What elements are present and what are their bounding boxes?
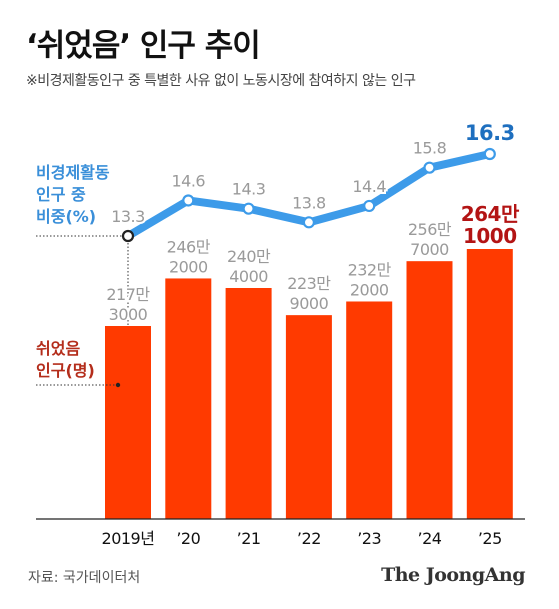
bars-layer bbox=[105, 249, 513, 519]
bar-3 bbox=[285, 315, 332, 519]
chart-subtitle: ※비경제활동인구 중 특별한 사유 없이 노동시장에 참여하지 않는 인구 bbox=[26, 73, 416, 89]
line-point-0 bbox=[121, 229, 135, 243]
publisher-logo: The JoongAng bbox=[381, 564, 525, 586]
bar-value-label-6-1: 1000 bbox=[463, 224, 517, 248]
line-point-5 bbox=[423, 161, 436, 174]
x-tick-label-3: ’22 bbox=[297, 529, 321, 548]
bar-legend-label-2: 인구(명) bbox=[36, 361, 95, 380]
bar-value-label-3-0: 223만 bbox=[287, 274, 331, 293]
line-point-3 bbox=[302, 216, 315, 229]
line-value-label-2: 14.3 bbox=[232, 180, 266, 199]
line-value-label-5: 15.8 bbox=[413, 139, 447, 158]
bar-value-label-5-0: 256만 bbox=[408, 220, 452, 239]
bar-5 bbox=[406, 261, 453, 519]
bar-value-label-4-1: 2000 bbox=[350, 280, 389, 299]
source-note: 자료: 국가데이터처 bbox=[28, 570, 141, 586]
line-value-label-4: 14.4 bbox=[352, 177, 386, 196]
line-value-label-1: 14.6 bbox=[171, 171, 205, 190]
chart-title: ‘쉬었음’ 인구 추이 bbox=[26, 28, 261, 64]
line-value-label-0: 13.3 bbox=[111, 207, 145, 226]
line-legend-label-2: 인구 중 bbox=[36, 185, 86, 204]
bar-legend-dot bbox=[115, 382, 121, 388]
x-tick-label-6: ’25 bbox=[478, 529, 502, 548]
bar-value-label-6-0: 264만 bbox=[461, 202, 520, 226]
bar-value-label-1-1: 2000 bbox=[169, 257, 208, 276]
line-layer bbox=[121, 147, 496, 243]
bar-1 bbox=[165, 278, 212, 519]
bar-value-label-3-1: 9000 bbox=[290, 294, 329, 313]
line-point-2 bbox=[242, 202, 255, 215]
bar-value-label-0-1: 3000 bbox=[109, 305, 148, 324]
x-tick-label-0: 2019년 bbox=[102, 529, 155, 548]
bar-4 bbox=[346, 301, 393, 519]
bar-2 bbox=[225, 287, 272, 519]
x-tick-label-4: ’23 bbox=[357, 529, 381, 548]
x-tick-labels: 2019년 ’20 ’21 ’22 ’23 ’24 ’25 bbox=[102, 529, 503, 548]
legend-guides bbox=[36, 235, 129, 388]
x-tick-label-2: ’21 bbox=[237, 529, 261, 548]
line-value-label-3: 13.8 bbox=[292, 193, 326, 212]
bar-6 bbox=[466, 249, 513, 519]
line-point-6 bbox=[483, 147, 496, 161]
bar-value-label-2-1: 4000 bbox=[229, 267, 268, 286]
line-point-4 bbox=[363, 199, 376, 213]
x-tick-label-1: ’20 bbox=[176, 529, 200, 548]
bar-value-label-2-0: 240만 bbox=[227, 247, 271, 266]
bar-value-label-1-0: 246만 bbox=[167, 237, 211, 256]
line-value-label-6: 16.3 bbox=[465, 121, 515, 145]
line-point-1 bbox=[182, 194, 195, 207]
bar-value-label-0-0: 217만 bbox=[106, 285, 150, 304]
bar-value-label-5-1: 7000 bbox=[410, 240, 449, 259]
bar-legend-label-1: 쉬었음 bbox=[36, 339, 80, 358]
x-tick-label-5: ’24 bbox=[418, 529, 442, 548]
bar-value-label-4-0: 232만 bbox=[348, 260, 392, 279]
line-legend-label-1: 비경제활동 bbox=[36, 163, 110, 182]
line-legend-label-3: 비중(%) bbox=[36, 207, 96, 226]
bar-0 bbox=[105, 326, 151, 519]
